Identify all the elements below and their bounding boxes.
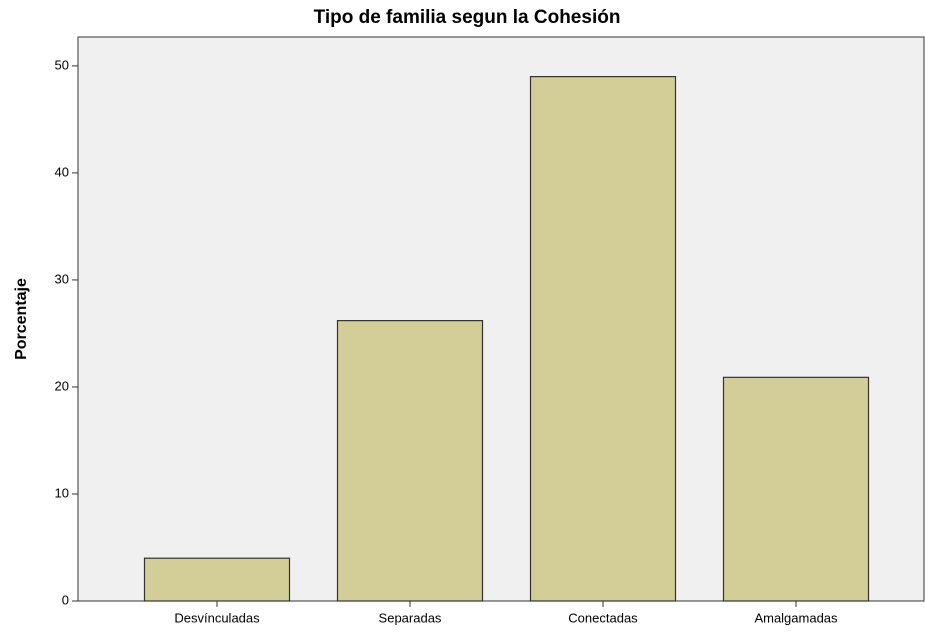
chart-title: Tipo de familia segun la Cohesión [314, 7, 621, 28]
y-tick-label: 20 [55, 378, 69, 393]
bar [529, 75, 677, 602]
y-tick-label: 40 [55, 164, 69, 179]
bar [336, 320, 484, 602]
bar [143, 557, 291, 602]
y-tick-label: 10 [55, 485, 69, 500]
x-tick-label: Separadas [379, 610, 442, 625]
x-tick-label: Amalgamadas [754, 610, 838, 625]
y-tick-label: 30 [55, 271, 69, 286]
y-axis-label: Porcentaje [13, 278, 30, 360]
x-tick-label: Conectadas [568, 610, 638, 625]
bar [722, 376, 870, 602]
y-tick-label: 50 [55, 57, 69, 72]
x-tick-label: Desvínculadas [174, 610, 260, 625]
y-tick-label: 0 [62, 592, 69, 607]
